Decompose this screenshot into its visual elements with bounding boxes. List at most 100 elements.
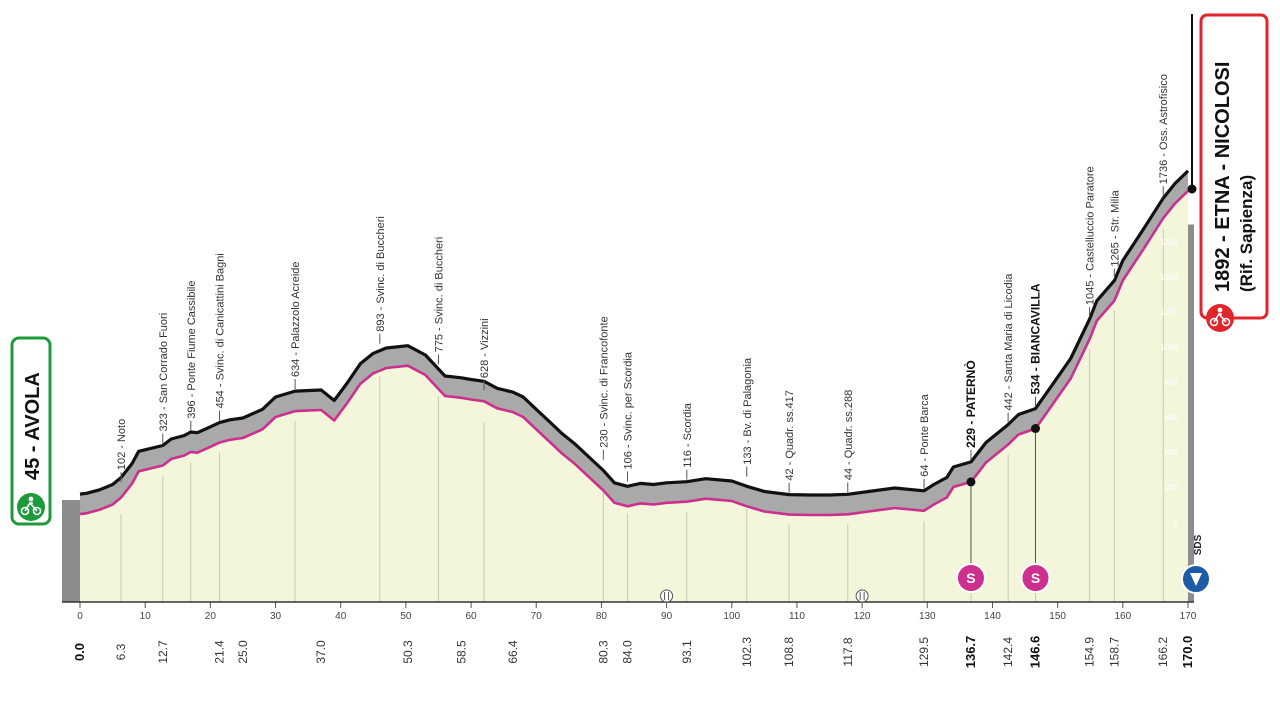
y-axis-ticks: 0 200 400 600 800 1000 1200 1400 1600 [1160,238,1178,527]
x-tick-label: 50 [400,611,412,622]
sprint-badge [1020,563,1051,593]
waypoint-label: 893 - Svinc. di Buccheri [375,216,387,332]
km-label: 66.4 [506,640,520,664]
slope-band-group [79,169,1190,517]
waypoint-label: 230 - Svinc. di Francofonte [598,316,610,447]
km-label: 102.3 [740,637,754,667]
x-tick-label: 0 [77,611,83,622]
start-label: 45 - AVOLA [22,372,44,480]
waypoint-label: 454 - Svinc. di Canicattini Bagni [214,253,226,408]
km-label: 108.8 [782,637,796,667]
waypoint-label: 634 - Palazzolo Acreide [290,261,302,377]
x-tick-label: 100 [723,611,740,622]
waypoint-label: 116 - Scordia [682,402,694,467]
waypoint-label: 64 - Ponte Barca [919,393,931,476]
x-tick-label: 90 [661,611,673,622]
y-tick-label: 800 [1165,378,1179,387]
km-label: 80.3 [596,640,610,664]
x-tick-label: 160 [1114,611,1131,622]
km-label: 37.0 [314,640,328,664]
sprint-point [1030,424,1040,434]
km-label: 170.0 [1180,636,1195,669]
waypoint-label: 628 - Vizzini [479,318,491,378]
x-tick-label: 130 [919,611,936,622]
x-tick-label: 80 [596,611,608,622]
x-axis: 0 10 20 30 40 50 60 70 80 90 100 110 120 130 140 150 160… [62,601,1197,622]
x-tick-label: 70 [531,611,543,622]
start-box [10,336,52,526]
km-label: 117.8 [841,637,855,666]
km-label: 93.1 [680,640,694,664]
km-label: 142.4 [1001,637,1015,667]
markers-group: S S SDS [660,14,1211,603]
finish-box [1199,13,1269,320]
sprint-point [966,477,976,487]
waypoint-label: 442 - Santa Maria di Licodia [1003,273,1015,411]
waypoint-labels: 102 - Noto 323 - San Corrado Fuori 396 - P… [116,74,1170,493]
x-tick-label: 30 [270,611,282,622]
waypoint-label: 133 - Bv. di Palagonia [742,357,754,465]
ridge-line [79,169,1190,497]
feed-zone-icon [660,589,674,603]
km-label: 84.0 [620,640,634,664]
sprint-badge [955,563,986,593]
profile-fill [80,190,1188,602]
y-tick-label: 400 [1165,448,1179,457]
y-tick-label: 1600 [1160,238,1178,247]
waypoint-label: 229 - PATERNÒ [963,360,978,448]
km-label: 146.6 [1027,636,1042,669]
km-label: 21.4 [212,640,226,664]
finish-point [1187,184,1197,194]
start-wall [62,500,80,602]
feed-zone-icon [855,589,869,603]
y-tick-label: 1200 [1160,308,1178,317]
waypoint-label: 1736 - Oss. Astrofisico [1158,74,1170,184]
x-tick-label: 170 [1180,611,1197,622]
finish-marker-arrow [1190,573,1202,586]
sprint-symbol: S [966,570,975,586]
waypoint-label: 42 - Quadr. ss.417 [784,390,796,481]
km-label: 166.2 [1156,637,1170,667]
gradient-label: SDS [1193,534,1204,555]
start-label-box: 45 - AVOLA [10,336,52,526]
y-tick-label: 1000 [1160,343,1178,352]
finish-label-box: 1892 - ETNA - NICOLOSI (Rif. Sapienza) [1199,13,1269,332]
waypoint-label: 534 - BIANCAVILLA [1028,283,1042,394]
bike-icon [20,496,42,516]
x-tick-label: 120 [854,611,871,622]
sprint-symbol: S [1031,570,1040,586]
waypoint-label: 44 - Quadr. ss.288 [843,390,855,481]
km-label: 0.0 [72,643,87,661]
x-tick-label: 20 [205,611,217,622]
bike-icon [1209,307,1231,327]
finish-wall [1188,224,1194,602]
km-label: 6.3 [114,643,128,660]
y-tick-label: 600 [1165,413,1179,422]
km-label: 58.5 [454,640,468,664]
x-tick-label: 60 [465,611,477,622]
km-label: 136.7 [963,636,978,669]
x-tick-label: 110 [789,611,805,622]
km-labels: 0.0 6.3 12.7 21.4 25.0 37.0 50.3 58.5 66.4 80.3 84… [72,636,1195,669]
road-line [79,189,1189,517]
km-label: 25.0 [236,640,250,664]
waypoint-label: 1045 - Castelluccio Paratore [1085,166,1097,305]
profile-area-group [62,190,1194,602]
x-tick-label: 140 [984,611,1001,622]
waypoint-label: 102 - Noto [116,419,128,470]
y-tick-label: 200 [1165,483,1179,492]
finish-label-main: 1892 - ETNA - NICOLOSI [1212,62,1234,292]
waypoint-label: 396 - Ponte Fiume Cassibile [186,281,198,419]
km-label: 12.7 [156,640,170,664]
waypoint-label: 106 - Svinc. per Scordia [622,351,634,469]
km-label: 154.9 [1083,637,1097,667]
waypoint-label: 775 - Svinc. di Buccheri [433,237,445,353]
y-tick-label: 1400 [1160,273,1178,282]
km-label: 158.7 [1107,637,1121,667]
x-tick-label: 150 [1049,611,1066,622]
waypoint-label: 1265 - Str. Milia [1109,189,1121,266]
km-label: 50.3 [401,640,415,664]
y-tick-label: 0 [1174,518,1179,527]
